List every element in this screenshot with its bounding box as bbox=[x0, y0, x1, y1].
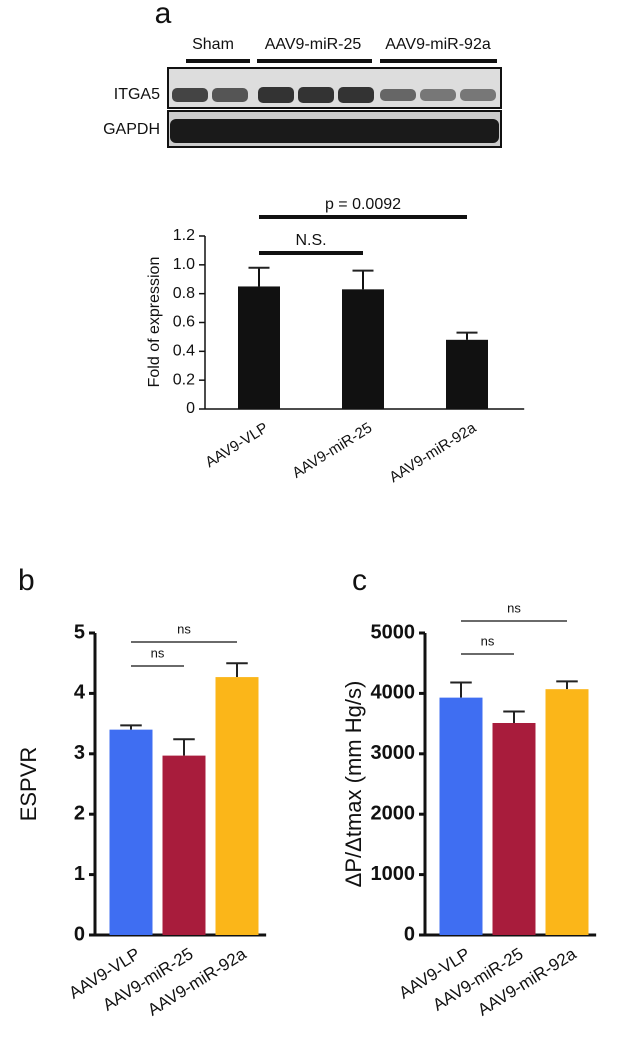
y-tick-label: 0 bbox=[404, 923, 415, 945]
panel-label: c bbox=[352, 564, 367, 597]
y-tick-label: 0.6 bbox=[173, 314, 195, 331]
x-tick-label: AAV9-miR-92a bbox=[386, 419, 479, 486]
y-tick-label: 1.2 bbox=[173, 227, 195, 244]
bar bbox=[342, 289, 384, 409]
significance-label: ns bbox=[481, 633, 495, 648]
bar bbox=[109, 729, 153, 935]
lane-label: AAV9-miR-25 bbox=[265, 36, 362, 53]
y-axis-label: ESPVR bbox=[16, 747, 41, 822]
bar bbox=[446, 339, 488, 409]
bar bbox=[545, 689, 589, 935]
y-tick-label: 1000 bbox=[371, 863, 416, 885]
y-tick-label: 0 bbox=[74, 923, 85, 945]
panel-label: b bbox=[18, 564, 35, 597]
bar bbox=[439, 697, 483, 935]
y-tick-label: 3 bbox=[74, 742, 85, 764]
significance-label: ns bbox=[177, 621, 191, 636]
y-tick-label: 0 bbox=[186, 400, 195, 417]
y-tick-label: 3000 bbox=[371, 742, 416, 764]
panel-label: a bbox=[155, 0, 172, 30]
y-tick-label: 1.0 bbox=[173, 256, 195, 273]
bar bbox=[238, 286, 280, 409]
lane-label: AAV9-miR-92a bbox=[385, 36, 491, 53]
bar bbox=[492, 722, 536, 935]
y-tick-label: 0.8 bbox=[173, 285, 195, 302]
y-axis-label: ΔP/Δtmax (mm Hg/s) bbox=[341, 681, 366, 888]
row-label: ITGA5 bbox=[114, 86, 160, 103]
bar bbox=[215, 677, 259, 935]
bar bbox=[162, 755, 206, 935]
y-tick-label: 0.2 bbox=[173, 371, 195, 388]
y-tick-label: 1 bbox=[74, 863, 85, 885]
y-tick-label: 2000 bbox=[371, 802, 416, 824]
y-tick-label: 5 bbox=[74, 621, 85, 643]
lane-label: Sham bbox=[192, 36, 234, 53]
y-tick-label: 2 bbox=[74, 802, 85, 824]
significance-label: ns bbox=[507, 600, 521, 615]
x-tick-label: AAV9-miR-25 bbox=[289, 419, 375, 481]
significance-label: ns bbox=[151, 645, 165, 660]
significance-label: N.S. bbox=[295, 232, 326, 249]
x-tick-label: AAV9-VLP bbox=[202, 419, 271, 471]
y-axis-label: Fold of expression bbox=[146, 257, 163, 388]
y-tick-label: 4000 bbox=[371, 682, 416, 704]
y-tick-label: 0.4 bbox=[173, 343, 195, 360]
row-label: GAPDH bbox=[103, 121, 160, 138]
y-tick-label: 4 bbox=[74, 682, 86, 704]
significance-label: p = 0.0092 bbox=[325, 196, 401, 213]
y-tick-label: 5000 bbox=[371, 621, 416, 643]
blot bbox=[167, 67, 502, 148]
